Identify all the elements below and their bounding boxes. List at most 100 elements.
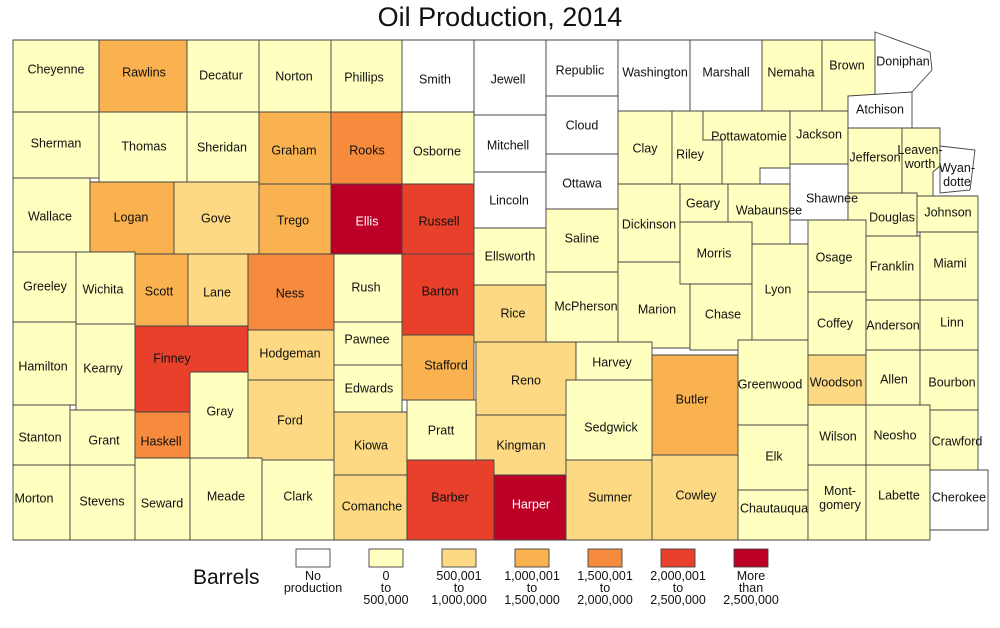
county-label-osborne: Osborne [413,144,461,158]
county-label-allen: Allen [880,372,908,386]
legend-swatch-6 [733,548,769,568]
county-label-haskell: Haskell [141,434,182,448]
county-label-saline: Saline [565,231,600,245]
county-label-chautauqua: Chautauqua [740,501,808,515]
legend-label-6: More than 2,500,000 [723,569,779,607]
legend-label-5: 2,000,001 to 2,500,000 [650,569,706,607]
county-label-trego: Trego [277,213,309,227]
legend-title: Barrels [193,566,260,589]
county-label-republic: Republic [556,63,605,77]
county-label-pottawatomie: Pottawatomie [711,129,787,143]
county-label-rawlins: Rawlins [122,65,166,79]
county-label-jefferson: Jefferson [849,150,900,164]
county-label-osage: Osage [816,250,853,264]
county-label-phillips: Phillips [344,70,384,84]
county-label-rice: Rice [500,306,525,320]
county-label-shawnee: Shawnee [806,191,858,205]
county-label-lane: Lane [203,285,231,299]
county-label-cherokee: Cherokee [932,490,986,504]
legend-label-1: 0 to 500,000 [363,569,408,607]
county-label-ellsworth: Ellsworth [485,249,536,263]
county-label-wilson: Wilson [819,429,857,443]
county-label-lincoln: Lincoln [489,193,529,207]
county-label-chase: Chase [705,307,741,321]
county-label-stanton: Stanton [18,430,61,444]
legend-label-0: No production [284,569,342,595]
county-label-smith: Smith [419,72,451,86]
county-label-dickinson: Dickinson [622,217,676,231]
county-label-franklin: Franklin [870,259,915,273]
county-label-rush: Rush [351,280,380,294]
county-label-sumner: Sumner [588,490,632,504]
county-label-doniphan: Doniphan [876,54,930,68]
county-label-douglas: Douglas [869,210,915,224]
county-label-atchison: Atchison [856,102,904,116]
county-label-harper: Harper [512,497,550,511]
county-label-johnson: Johnson [924,205,971,219]
map-title: Oil Production, 2014 [377,2,623,32]
county-label-reno: Reno [511,373,541,387]
county-label-russell: Russell [419,214,460,228]
county-label-ness: Ness [276,286,304,300]
county-cherokee [929,469,989,531]
county-label-barton: Barton [422,284,459,298]
county-label-gove: Gove [201,211,231,225]
county-label-graham: Graham [271,143,316,157]
county-label-stafford: Stafford [424,358,468,372]
county-label-stevens: Stevens [79,494,124,508]
county-label-wyandotte: Wyan-dotte [939,161,975,189]
county-label-butler: Butler [676,392,709,406]
county-label-harvey: Harvey [592,355,632,369]
county-label-pawnee: Pawnee [344,332,389,346]
county-label-bourbon: Bourbon [928,375,975,389]
county-label-ottawa: Ottawa [562,176,602,190]
county-label-anderson: Anderson [866,318,920,332]
county-labette [865,464,931,541]
county-label-cloud: Cloud [566,118,599,132]
legend-swatch-2 [441,548,477,568]
county-label-scott: Scott [145,284,174,298]
county-label-leavenworth: Leaven-worth [897,143,942,171]
county-label-cheyenne: Cheyenne [28,62,85,76]
county-label-wallace: Wallace [28,209,72,223]
county-label-montgomery: Mont-gomery [819,484,861,512]
county-label-morton: Morton [15,491,54,505]
county-label-finney: Finney [153,351,191,365]
legend-swatch-1 [368,548,404,568]
county-label-jewell: Jewell [491,72,526,86]
county-label-grant: Grant [88,433,120,447]
county-label-marion: Marion [638,302,676,316]
county-label-kearny: Kearny [83,361,123,375]
county-label-kingman: Kingman [496,438,545,452]
county-label-coffey: Coffey [817,316,854,330]
county-label-washington: Washington [622,65,688,79]
county-label-lyon: Lyon [765,282,792,296]
county-label-hodgeman: Hodgeman [259,346,320,360]
county-label-miami: Miami [933,256,966,270]
county-label-ford: Ford [277,413,303,427]
legend-label-4: 1,500,001 to 2,000,000 [577,569,633,607]
county-label-barber: Barber [431,490,469,504]
county-label-nemaha: Nemaha [767,65,814,79]
county-label-sheridan: Sheridan [197,140,247,154]
county-label-gray: Gray [206,404,234,418]
county-label-thomas: Thomas [121,139,166,153]
legend-swatch-0 [295,548,331,568]
county-doniphan [874,31,933,97]
county-label-hamilton: Hamilton [18,359,67,373]
county-label-morris: Morris [697,246,732,260]
county-label-sedgwick: Sedgwick [584,420,638,434]
county-label-marshall: Marshall [702,65,749,79]
county-label-seward: Seward [141,496,183,510]
county-label-norton: Norton [275,69,313,83]
county-label-brown: Brown [829,58,864,72]
county-label-jackson: Jackson [796,127,842,141]
county-label-geary: Geary [686,196,721,210]
county-label-wabaunsee: Wabaunsee [736,203,802,217]
county-label-rooks: Rooks [349,143,384,157]
county-label-wichita: Wichita [83,282,124,296]
county-label-meade: Meade [207,489,245,503]
county-label-clay: Clay [632,141,658,155]
county-label-pratt: Pratt [428,423,455,437]
legend-swatch-4 [587,548,623,568]
